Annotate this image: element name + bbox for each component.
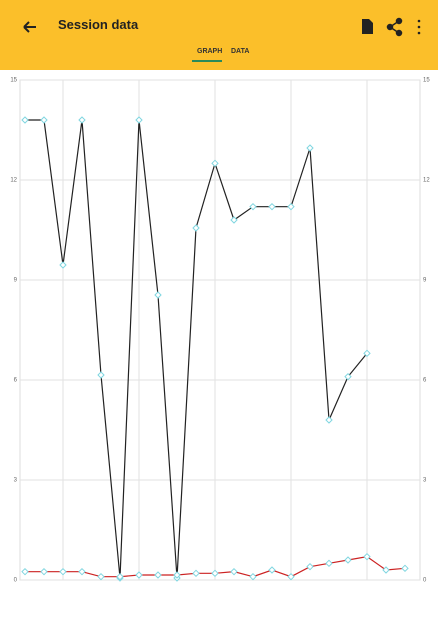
point: [363, 552, 371, 561]
y2-tick-label: 6: [423, 378, 427, 384]
point: [154, 571, 162, 579]
point: [78, 116, 86, 124]
y-tick-label: 3: [14, 478, 18, 484]
point: [344, 556, 352, 564]
app-bar: Session data GRAPH DATA: [0, 0, 438, 70]
icons: [23, 17, 421, 62]
point: [40, 116, 48, 124]
point: [211, 159, 219, 168]
tab-indicator: [192, 60, 222, 62]
point: [21, 116, 29, 124]
y-tick-label: 6: [14, 378, 18, 384]
point: [230, 216, 238, 224]
point: [135, 116, 143, 124]
point: [249, 572, 257, 581]
point: [211, 569, 219, 578]
y2-tick-label: 15: [423, 78, 430, 84]
y2-tick-label: 12: [423, 178, 430, 184]
y2-tick-label: 0: [423, 578, 427, 584]
point: [268, 202, 276, 211]
point: [154, 291, 162, 299]
y2-tick-label: 9: [423, 278, 427, 284]
point: [268, 566, 276, 574]
series-line: [25, 119, 368, 579]
data-tab[interactable]: DATA: [231, 48, 250, 55]
point: [344, 372, 352, 381]
point: [135, 571, 143, 579]
point: [21, 567, 29, 576]
y-tick-label: 0: [14, 578, 18, 584]
share-button[interactable]: [386, 17, 403, 37]
y2-tick-label: 3: [423, 478, 427, 484]
screen-title: Session data: [58, 17, 139, 32]
more-button[interactable]: [417, 19, 421, 35]
point: [325, 416, 333, 424]
y-tick-label: 15: [10, 78, 17, 84]
point: [40, 567, 48, 576]
point: [287, 572, 295, 581]
point: [192, 224, 200, 232]
point: [306, 562, 314, 571]
point: [363, 349, 371, 358]
point: [97, 572, 105, 581]
y-tick-label: 9: [14, 278, 18, 284]
point: [230, 567, 238, 576]
point: [116, 572, 124, 581]
graph-tab[interactable]: GRAPH: [197, 48, 223, 55]
y-tick-label: 12: [10, 178, 17, 184]
point: [287, 202, 295, 211]
point: [192, 569, 200, 578]
point: [401, 564, 409, 573]
point: [59, 567, 67, 576]
point: [306, 144, 314, 152]
point: [59, 261, 67, 269]
chart: 0 0 3 3 6 6 9 9 12 12 15 15: [10, 78, 430, 584]
point: [78, 567, 86, 576]
plot-frame: [19, 79, 421, 581]
point: [382, 566, 390, 574]
point: [325, 559, 333, 568]
point: [97, 371, 105, 379]
point: [173, 571, 181, 579]
point: [249, 202, 257, 211]
save-button[interactable]: [362, 19, 373, 34]
back-button[interactable]: [23, 21, 36, 33]
